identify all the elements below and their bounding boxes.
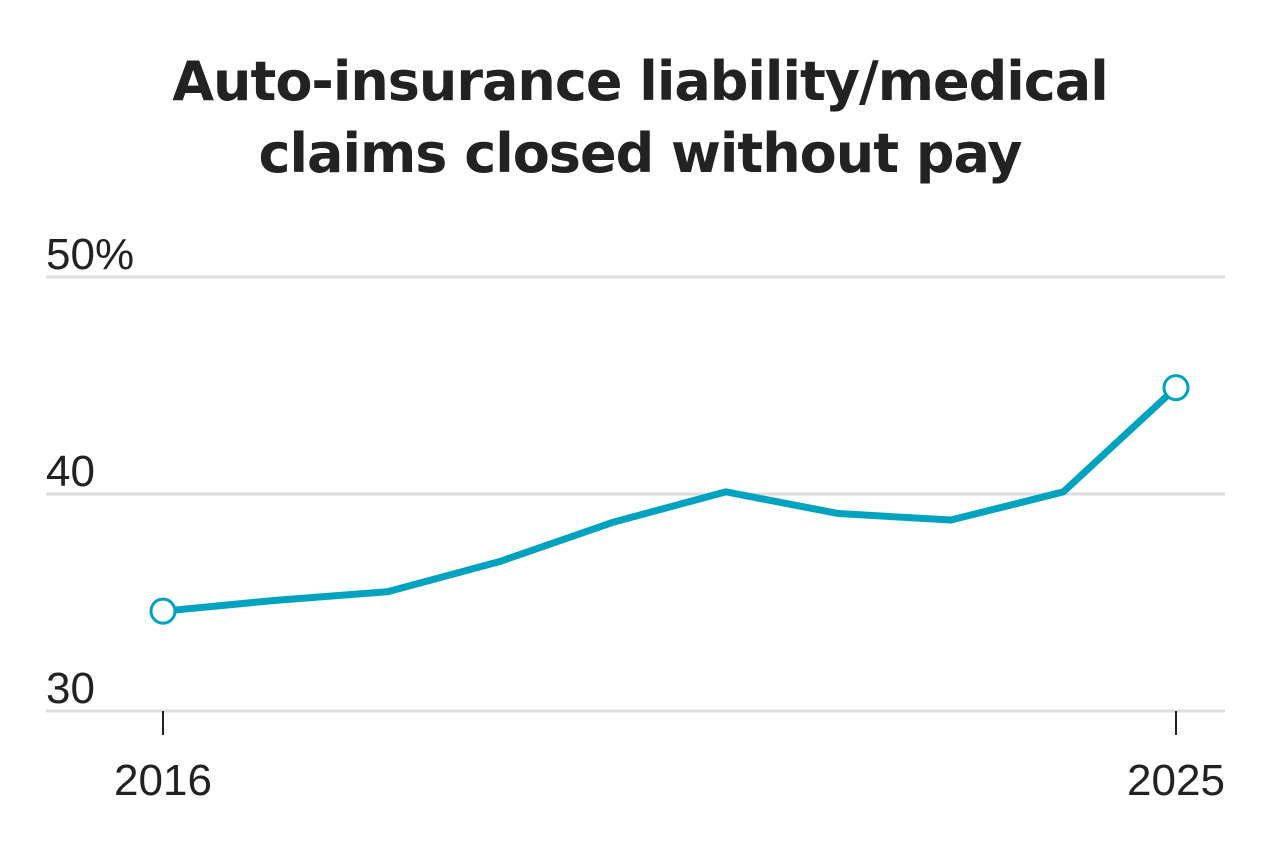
end-point bbox=[149, 597, 177, 625]
y-tick-label: 50% bbox=[46, 230, 134, 279]
y-tick-label: 30 bbox=[46, 664, 95, 713]
chart-title: Auto-insurance liability/medical claims … bbox=[172, 50, 1108, 185]
x-tick-label: 2016 bbox=[114, 756, 212, 805]
end-point bbox=[1162, 374, 1190, 402]
x-tick-label: 2025 bbox=[1127, 756, 1225, 805]
y-tick-label: 40 bbox=[46, 447, 95, 496]
data-line bbox=[162, 385, 1179, 615]
